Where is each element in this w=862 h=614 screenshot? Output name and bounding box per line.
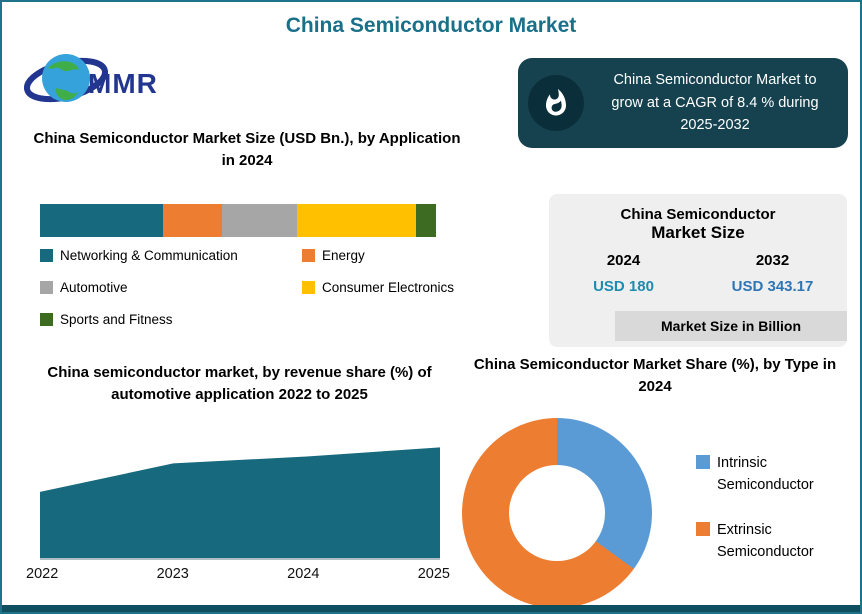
x-axis-label: 2022 [26,566,59,582]
legend-swatch [696,455,710,469]
cagr-box: China Semiconductor Market to grow at a … [518,58,848,148]
legend-item: Automotive [40,280,302,295]
area-chart [40,444,440,560]
market-size-value-2024: USD 180 [593,278,654,295]
bar-segment [222,204,298,237]
x-axis-label: 2025 [417,566,450,582]
cagr-text: China Semiconductor Market to grow at a … [611,72,819,134]
bar-segment [40,204,163,237]
legend-swatch [40,249,53,262]
market-size-year-2024: 2024 [606,252,641,269]
legend-label: Consumer Electronics [322,280,455,295]
legend-label: Sports and Fitness [60,312,173,327]
legend-item: Sports and Fitness [40,312,302,327]
application-stacked-bar [40,204,436,237]
legend-label: Intrinsic Semiconductor [717,455,814,494]
application-legend: Networking & Communication Energy Automoti… [40,248,470,327]
x-axis-label: 2024 [287,566,320,582]
bar-segment [297,204,417,237]
market-size-title-line2: Market Size [651,223,745,242]
legend-label: Extrinsic Semiconductor [717,521,814,561]
legend-item: Networking & Communication [40,248,302,263]
legend-swatch [302,249,315,262]
legend-label: Automotive [60,280,128,295]
bar-segment [162,204,223,237]
page-title: China Semiconductor Market [285,14,577,37]
mmr-logo-text: MMR [88,68,158,99]
market-size-footer: Market Size in Billion [615,311,847,341]
legend-swatch [302,281,315,294]
mmr-logo: MMR [24,42,204,122]
legend-label: Energy [322,248,365,263]
area-chart-title: China semiconductor market, by revenue s… [47,364,432,403]
type-legend: Intrinsic Semiconductor Extrinsic Semicon… [696,452,829,564]
legend-swatch [40,313,53,326]
type-donut [462,418,652,608]
legend-swatch [696,521,710,536]
globe-icon [24,54,109,103]
bottom-strip [2,605,860,612]
donut-chart-title: China Semiconductor Market Share (%), by… [473,356,837,395]
x-axis-label: 2023 [156,566,189,582]
market-size-year-2032: 2032 [755,252,790,269]
legend-label: Networking & Communication [60,248,238,263]
area-polygon [40,447,440,558]
market-size-value-2032: USD 343.17 [731,278,814,295]
area-x-labels: 2022 2023 2024 2025 [26,566,450,582]
area-chart-svg [40,447,440,558]
market-size-box: China Semiconductor Market Size 2024 203… [549,194,847,347]
donut-hole [509,465,605,561]
application-chart-title: China Semiconductor Market Size (USD Bn.… [33,130,461,169]
legend-swatch [40,281,53,294]
legend-item: Extrinsic Semiconductor [696,519,829,564]
legend-item: Energy [302,248,470,263]
legend-item: Intrinsic Semiconductor [696,452,829,497]
market-size-title-line1: China Semiconductor [620,206,776,223]
bar-segment [416,204,436,237]
flame-icon [528,75,584,131]
legend-item: Consumer Electronics [302,280,470,295]
